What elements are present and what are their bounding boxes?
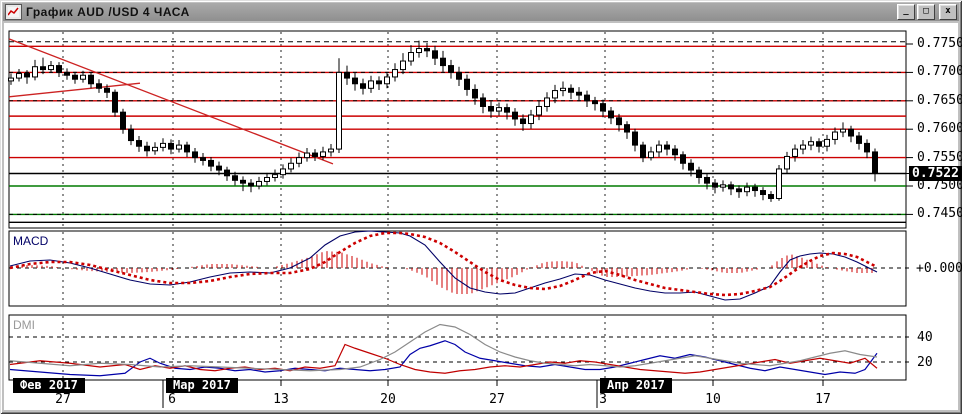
maximize-button[interactable]: □	[917, 4, 935, 20]
dmi-level-20-label: 20	[917, 355, 933, 370]
x-axis-day-label: 27	[489, 392, 505, 407]
month-badge: Апр 2017	[600, 378, 672, 393]
price-axis-label: 0.7550	[917, 149, 962, 165]
month-badge: Мар 2017	[166, 378, 238, 393]
x-axis-day-label: 6	[168, 392, 176, 407]
chart-window-icon[interactable]	[5, 4, 22, 20]
mini-chart-icon	[8, 7, 19, 17]
x-axis-day-label: 10	[705, 392, 721, 407]
price-axis-label: 0.7650	[917, 92, 962, 108]
macd-plot-area[interactable]	[9, 231, 906, 306]
x-axis-day-label: 20	[380, 392, 396, 407]
window-title: График AUD /USD 4 ЧАСА	[26, 5, 190, 19]
price-axis-label: 0.7700	[917, 64, 962, 80]
dmi-level-40-label: 40	[917, 330, 933, 345]
x-axis-day-label: 17	[815, 392, 831, 407]
main-price-plot-area[interactable]	[9, 31, 906, 228]
minimize-button[interactable]: _	[897, 4, 915, 20]
close-button[interactable]: x	[939, 4, 957, 20]
month-badge: Фев 2017	[13, 378, 85, 393]
current-price-badge: 0.7522	[909, 165, 962, 181]
window-titlebar[interactable]: График AUD /USD 4 ЧАСА _ □ x	[3, 3, 959, 21]
price-axis-label: 0.7600	[917, 121, 962, 137]
x-axis-day-label: 27	[55, 392, 71, 407]
dmi-plot-area[interactable]	[9, 315, 906, 380]
x-axis-day-label: 13	[273, 392, 289, 407]
dmi-panel-label: DMI	[13, 318, 35, 332]
price-axis-label: 0.7450	[917, 206, 962, 222]
macd-zero-label: +0.000	[916, 261, 962, 276]
price-axis-label: 0.7750	[917, 36, 962, 51]
x-axis-day-label: 3	[599, 392, 607, 407]
macd-panel-label: MACD	[13, 234, 49, 248]
price-axis-label: 0.7500	[917, 178, 962, 193]
